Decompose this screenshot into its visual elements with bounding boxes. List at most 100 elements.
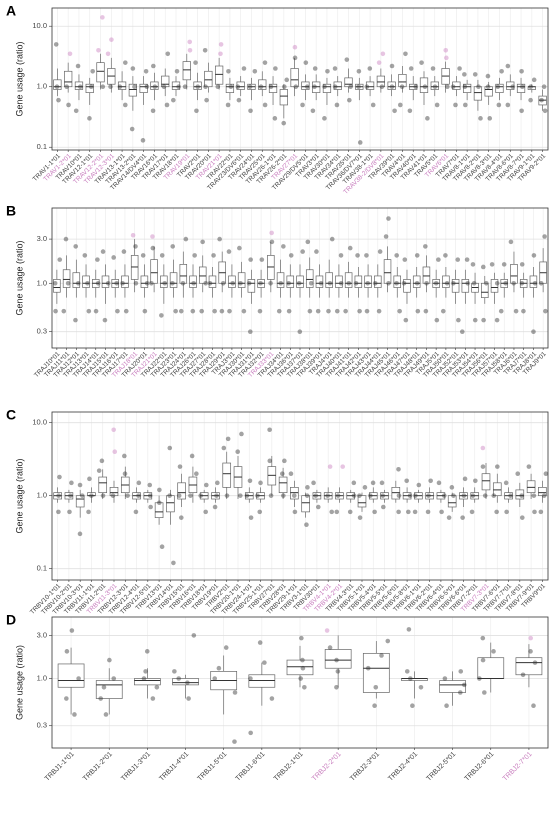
data-point [433,280,439,286]
data-point [257,640,263,645]
data-point [424,280,429,286]
data-point [147,482,153,488]
data-point [434,317,440,323]
data-point [151,63,156,69]
box [177,482,186,500]
data-point [444,55,449,61]
box [312,81,321,93]
data-point [347,245,353,251]
data-point [67,509,72,515]
data-point [56,493,61,498]
data-point [370,102,376,108]
data-point [267,458,273,464]
data-point [130,66,136,71]
data-point [322,84,327,90]
data-point [519,280,525,286]
box [364,275,372,288]
data-point [519,262,525,267]
data-point [159,544,165,550]
data-point [376,60,382,65]
data-point [207,280,213,286]
data-point [327,645,333,650]
box [179,264,188,284]
x-tick-label: TRBJ2-6*01 [464,751,496,783]
data-point [381,504,386,510]
data-point [304,493,310,498]
data-point [204,482,209,488]
data-point [54,84,60,90]
data-point [172,669,177,674]
data-point [377,249,383,254]
box [286,275,295,288]
data-point [203,509,208,515]
data-point [230,280,235,286]
panel-label: A [6,3,16,19]
data-point [401,280,407,286]
data-point [334,102,340,108]
data-point [189,453,195,459]
data-point [150,234,155,239]
box [72,272,81,288]
data-point [334,657,339,663]
data-point [102,317,108,323]
data-point [248,515,254,520]
data-point [248,108,253,114]
y-tick-label: 0.3 [37,721,47,730]
data-point [269,239,275,245]
box [296,275,304,288]
box [529,275,538,288]
data-point [344,57,350,62]
data-point [443,253,448,258]
data-point [364,308,370,314]
box [276,272,285,288]
data-point [87,116,92,121]
data-point [498,308,504,314]
data-point [292,55,298,61]
data-point [462,682,467,688]
data-point [305,239,311,245]
box [383,259,392,284]
data-point [115,308,120,314]
box [374,275,382,288]
data-point [162,280,167,286]
data-point [57,257,63,262]
data-point [262,60,268,65]
data-point [258,280,263,286]
box [278,476,288,494]
box [290,487,299,500]
box [376,75,385,88]
box [64,70,73,88]
box [286,659,314,676]
data-point [480,657,486,663]
data-point [98,696,104,701]
data-point [503,280,508,286]
box [398,74,407,88]
box [391,487,401,500]
data-point [379,480,385,486]
data-point [538,509,544,515]
box [53,279,61,293]
data-point [300,665,306,671]
data-point [532,280,538,286]
data-point [495,464,500,469]
y-tick-label: 0.1 [37,564,47,573]
data-point [542,234,547,239]
data-point [408,66,414,71]
data-point [372,280,378,286]
data-point [96,468,102,473]
data-point [177,464,183,469]
data-point [258,84,264,90]
data-point [286,280,291,286]
data-point [228,84,234,90]
data-point [112,449,118,455]
data-point [262,660,267,665]
data-point [273,66,278,71]
y-tick-label: 10.0 [32,418,47,427]
data-point [311,480,316,486]
data-point [389,84,395,90]
data-point [543,471,549,477]
data-point [476,84,481,90]
x-tick-label: TRBJ1-1*01 [44,751,76,783]
data-point [365,280,371,286]
